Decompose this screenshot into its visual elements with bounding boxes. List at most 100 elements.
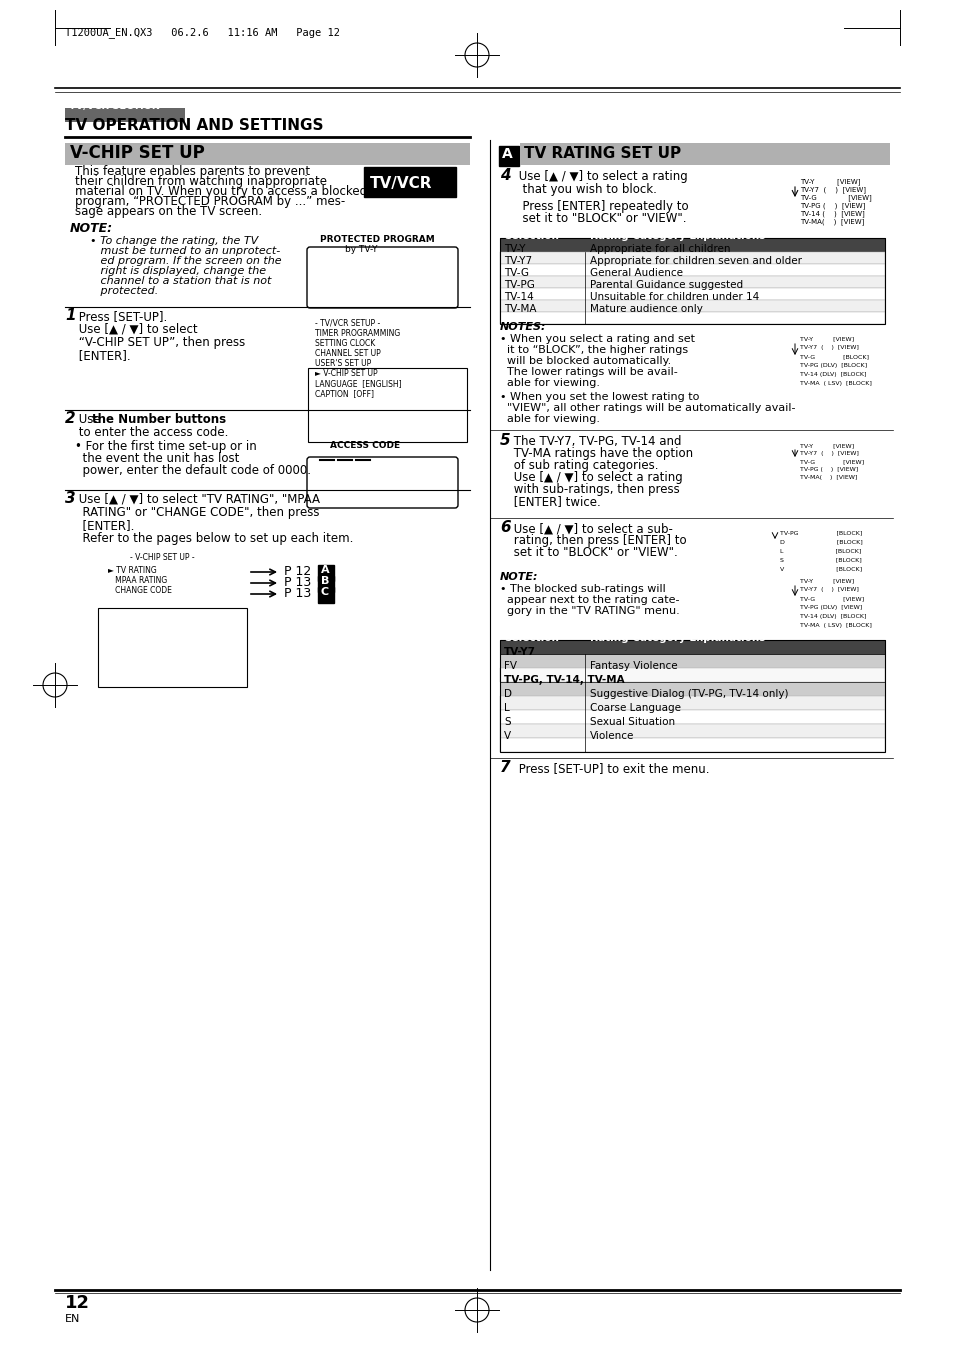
Text: able for viewing.: able for viewing. bbox=[499, 413, 599, 424]
Text: P 13: P 13 bbox=[284, 586, 311, 600]
Text: TV-PG (    )  [VIEW]: TV-PG ( ) [VIEW] bbox=[800, 203, 864, 209]
Text: Use [▲ / ▼] to select: Use [▲ / ▼] to select bbox=[75, 323, 197, 336]
Text: LANGUAGE  [ENGLISH]: LANGUAGE [ENGLISH] bbox=[314, 380, 401, 388]
Text: Use: Use bbox=[75, 413, 104, 426]
Text: TV-Y7  (    )  [VIEW]: TV-Y7 ( ) [VIEW] bbox=[800, 451, 858, 457]
Text: [ENTER] twice.: [ENTER] twice. bbox=[510, 494, 600, 508]
Text: Coarse Language: Coarse Language bbox=[589, 703, 680, 713]
Text: TV-Y7  (    )  [VIEW]: TV-Y7 ( ) [VIEW] bbox=[800, 186, 865, 193]
FancyBboxPatch shape bbox=[499, 276, 884, 288]
FancyBboxPatch shape bbox=[499, 696, 884, 711]
Text: TV-14 (DLV)  [BLOCK]: TV-14 (DLV) [BLOCK] bbox=[800, 372, 865, 377]
Text: Use [▲ / ▼] to select a rating: Use [▲ / ▼] to select a rating bbox=[515, 170, 687, 182]
FancyBboxPatch shape bbox=[499, 667, 884, 682]
Text: CAPTION  [OFF]: CAPTION [OFF] bbox=[314, 389, 374, 399]
Text: Use [▲ / ▼] to select a sub-: Use [▲ / ▼] to select a sub- bbox=[510, 521, 672, 535]
Text: “V-CHIP SET UP”, then press: “V-CHIP SET UP”, then press bbox=[75, 336, 245, 349]
FancyBboxPatch shape bbox=[499, 654, 884, 667]
Text: Selection: Selection bbox=[503, 231, 558, 240]
Text: Appropriate for children seven and older: Appropriate for children seven and older bbox=[589, 255, 801, 266]
Text: channel to a station that is not: channel to a station that is not bbox=[90, 276, 271, 286]
Text: Refer to the pages below to set up each item.: Refer to the pages below to set up each … bbox=[75, 532, 353, 544]
Text: TV-Y          [VIEW]: TV-Y [VIEW] bbox=[800, 443, 853, 449]
Text: TV-14: TV-14 bbox=[503, 292, 533, 303]
Text: rating, then press [ENTER] to: rating, then press [ENTER] to bbox=[510, 534, 686, 547]
Text: 1: 1 bbox=[65, 308, 75, 323]
Text: TV-G              [BLOCK]: TV-G [BLOCK] bbox=[800, 354, 868, 359]
Text: Press [SET-UP] to exit the menu.: Press [SET-UP] to exit the menu. bbox=[515, 762, 709, 775]
Text: TV-Y          [VIEW]: TV-Y [VIEW] bbox=[800, 336, 853, 340]
Text: TV-14 (DLV)  [BLOCK]: TV-14 (DLV) [BLOCK] bbox=[800, 613, 865, 619]
Text: 4: 4 bbox=[499, 168, 510, 182]
Text: TV-MA  ( LSV)  [BLOCK]: TV-MA ( LSV) [BLOCK] bbox=[800, 623, 871, 628]
FancyBboxPatch shape bbox=[307, 247, 457, 308]
FancyBboxPatch shape bbox=[519, 143, 889, 165]
Text: A: A bbox=[320, 565, 330, 576]
FancyBboxPatch shape bbox=[65, 143, 470, 165]
Text: C: C bbox=[320, 586, 329, 597]
Text: appear next to the rating cate-: appear next to the rating cate- bbox=[499, 594, 679, 605]
Text: must be turned to an unprotect-: must be turned to an unprotect- bbox=[90, 246, 280, 255]
FancyBboxPatch shape bbox=[498, 146, 518, 166]
Text: USER'S SET UP: USER'S SET UP bbox=[314, 359, 371, 367]
Text: B: B bbox=[320, 576, 329, 586]
Text: TV-Y7: TV-Y7 bbox=[503, 647, 536, 657]
Text: by TV-Y: by TV-Y bbox=[345, 245, 377, 254]
Text: Rating Category Explanations: Rating Category Explanations bbox=[589, 231, 764, 240]
Text: MPAA RATING: MPAA RATING bbox=[108, 576, 167, 585]
Text: General Audience: General Audience bbox=[589, 267, 682, 278]
Text: will be blocked automatically.: will be blocked automatically. bbox=[499, 357, 671, 366]
Text: TIMER PROGRAMMING: TIMER PROGRAMMING bbox=[314, 330, 400, 338]
Text: Press [SET-UP].: Press [SET-UP]. bbox=[75, 309, 167, 323]
Text: set it to "BLOCK" or "VIEW".: set it to "BLOCK" or "VIEW". bbox=[515, 212, 686, 226]
Text: D                          [BLOCK]: D [BLOCK] bbox=[780, 539, 862, 544]
FancyBboxPatch shape bbox=[499, 238, 884, 253]
Text: • The blocked sub-ratings will: • The blocked sub-ratings will bbox=[499, 584, 665, 594]
Text: program, “PROTECTED PROGRAM by ...” mes-: program, “PROTECTED PROGRAM by ...” mes- bbox=[75, 195, 345, 208]
Text: Suggestive Dialog (TV-PG, TV-14 only): Suggestive Dialog (TV-PG, TV-14 only) bbox=[589, 689, 788, 698]
Text: sage appears on the TV screen.: sage appears on the TV screen. bbox=[75, 205, 262, 218]
Text: ► TV RATING: ► TV RATING bbox=[108, 566, 156, 576]
Text: to enter the access code.: to enter the access code. bbox=[75, 426, 228, 439]
FancyBboxPatch shape bbox=[499, 724, 884, 738]
Text: 3: 3 bbox=[65, 490, 75, 507]
FancyBboxPatch shape bbox=[317, 576, 334, 592]
Text: TV-Y7  (    )  [VIEW]: TV-Y7 ( ) [VIEW] bbox=[800, 586, 858, 592]
Text: FV: FV bbox=[503, 661, 517, 671]
FancyBboxPatch shape bbox=[307, 457, 457, 508]
Text: TV-PG: TV-PG bbox=[503, 280, 535, 290]
Text: TV-MA ratings have the option: TV-MA ratings have the option bbox=[510, 447, 693, 459]
Text: • When you select a rating and set: • When you select a rating and set bbox=[499, 334, 695, 345]
Text: it to “BLOCK”, the higher ratings: it to “BLOCK”, the higher ratings bbox=[499, 345, 687, 355]
FancyBboxPatch shape bbox=[364, 168, 456, 197]
Text: TV-G              [VIEW]: TV-G [VIEW] bbox=[800, 459, 863, 463]
Text: able for viewing.: able for viewing. bbox=[499, 378, 599, 388]
Text: TV-PG (    )  [VIEW]: TV-PG ( ) [VIEW] bbox=[800, 467, 858, 471]
Text: ► V-CHIP SET UP: ► V-CHIP SET UP bbox=[314, 369, 377, 378]
FancyBboxPatch shape bbox=[499, 288, 884, 300]
FancyBboxPatch shape bbox=[499, 711, 884, 724]
FancyBboxPatch shape bbox=[317, 586, 334, 603]
FancyBboxPatch shape bbox=[499, 640, 884, 654]
Text: NOTE:: NOTE: bbox=[499, 571, 537, 582]
Text: TV-Y          [VIEW]: TV-Y [VIEW] bbox=[800, 578, 853, 584]
Text: Press [ENTER] repeatedly to: Press [ENTER] repeatedly to bbox=[515, 200, 688, 213]
Text: T1200UA_EN.QX3   06.2.6   11:16 AM   Page 12: T1200UA_EN.QX3 06.2.6 11:16 AM Page 12 bbox=[65, 27, 339, 38]
Text: NOTE:: NOTE: bbox=[70, 222, 113, 235]
Text: of sub rating categories.: of sub rating categories. bbox=[510, 459, 658, 471]
Text: power, enter the default code of 0000.: power, enter the default code of 0000. bbox=[75, 463, 311, 477]
Text: CHANGE CODE: CHANGE CODE bbox=[108, 586, 172, 594]
Text: Appropriate for all children: Appropriate for all children bbox=[589, 245, 730, 254]
Text: TV-G              [VIEW]: TV-G [VIEW] bbox=[800, 195, 871, 201]
Text: This feature enables parents to prevent: This feature enables parents to prevent bbox=[75, 165, 310, 178]
Text: TV/VCR SECTION: TV/VCR SECTION bbox=[69, 101, 160, 111]
Text: ed program. If the screen on the: ed program. If the screen on the bbox=[90, 255, 281, 266]
Text: TV-MA  ( LSV)  [BLOCK]: TV-MA ( LSV) [BLOCK] bbox=[800, 381, 871, 386]
Text: NOTES:: NOTES: bbox=[499, 322, 546, 332]
Text: V-CHIP SET UP: V-CHIP SET UP bbox=[70, 145, 205, 162]
Text: TV-Y7  (    )  [VIEW]: TV-Y7 ( ) [VIEW] bbox=[800, 345, 858, 350]
Text: ACCESS CODE: ACCESS CODE bbox=[330, 440, 399, 450]
Text: CHANNEL SET UP: CHANNEL SET UP bbox=[314, 349, 380, 358]
Text: S                          [BLOCK]: S [BLOCK] bbox=[780, 557, 861, 562]
Text: [ENTER].: [ENTER]. bbox=[75, 349, 131, 362]
